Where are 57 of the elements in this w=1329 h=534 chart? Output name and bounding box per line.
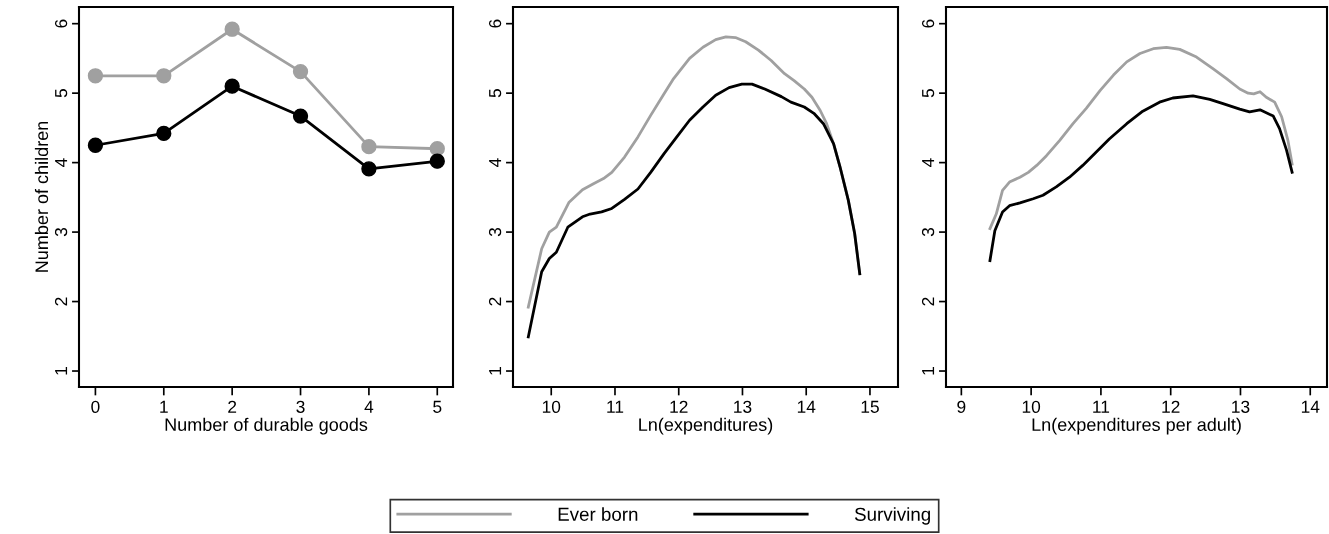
- y-tick-label: 1: [489, 367, 502, 375]
- point: [87, 68, 104, 84]
- point: [292, 63, 309, 80]
- x-tick-label: 2: [228, 400, 237, 413]
- point: [292, 108, 309, 124]
- line-series: [988, 94, 1294, 262]
- point: [429, 153, 445, 169]
- point: [361, 138, 377, 155]
- x-tick-label: 14: [797, 400, 816, 413]
- text: Surviving: [854, 507, 930, 525]
- y-tick-label: 6: [488, 19, 502, 28]
- x-tick-label: 4: [364, 400, 374, 413]
- point: [429, 141, 445, 157]
- point: [224, 78, 240, 94]
- y-tick-label: 4: [922, 158, 935, 168]
- point: [156, 68, 172, 84]
- y-tick-label: 5: [55, 89, 68, 98]
- x-tick-label: 12: [670, 400, 688, 413]
- y-tick-label: 3: [488, 228, 502, 237]
- y-tick-label: 1: [55, 367, 68, 375]
- y-tick-label: 6: [54, 19, 68, 28]
- x-axis-title: Ln(expenditures): [639, 417, 773, 435]
- y-axis-title: Number of children: [34, 121, 49, 272]
- x-axis-title: Ln(expenditures per adult): [1032, 417, 1241, 435]
- y-tick-label: 2: [54, 297, 68, 306]
- y-tick-label: 4: [55, 158, 68, 168]
- x-axis-title: Number of durable goods: [165, 417, 368, 435]
- line-series: [526, 82, 862, 339]
- x-tick-label: 1: [160, 400, 168, 413]
- x-tick-label: 14: [1301, 400, 1320, 413]
- x-tick-label: 15: [861, 400, 879, 413]
- y-tick-label: 5: [922, 89, 935, 98]
- y-tick-label: 4: [489, 158, 502, 168]
- x-tick-label: 10: [542, 400, 561, 413]
- line-series: [988, 45, 1294, 230]
- point: [156, 125, 172, 142]
- point: [224, 21, 240, 37]
- point: [361, 161, 377, 177]
- y-tick-label: 6: [921, 19, 935, 28]
- x-tick-label: 13: [734, 400, 752, 413]
- x-tick-label: 11: [607, 400, 624, 413]
- y-tick-label: 2: [488, 297, 502, 306]
- x-tick-label: 3: [296, 400, 305, 413]
- x-tick-label: 9: [957, 400, 966, 413]
- x-tick-label: 11: [1093, 400, 1110, 413]
- x-tick-label: 10: [1022, 400, 1041, 413]
- y-tick-label: 2: [921, 297, 935, 306]
- x-tick-label: 13: [1232, 400, 1250, 413]
- point: [87, 137, 104, 153]
- y-tick-label: 5: [489, 89, 502, 98]
- x-tick-label: 12: [1162, 400, 1180, 413]
- x-tick-label: 0: [91, 400, 100, 413]
- text: Ever born: [558, 507, 638, 521]
- y-tick-label: 1: [922, 367, 935, 375]
- y-tick-label: 3: [921, 228, 935, 237]
- y-tick-label: 3: [54, 228, 68, 237]
- x-tick-label: 5: [433, 400, 442, 413]
